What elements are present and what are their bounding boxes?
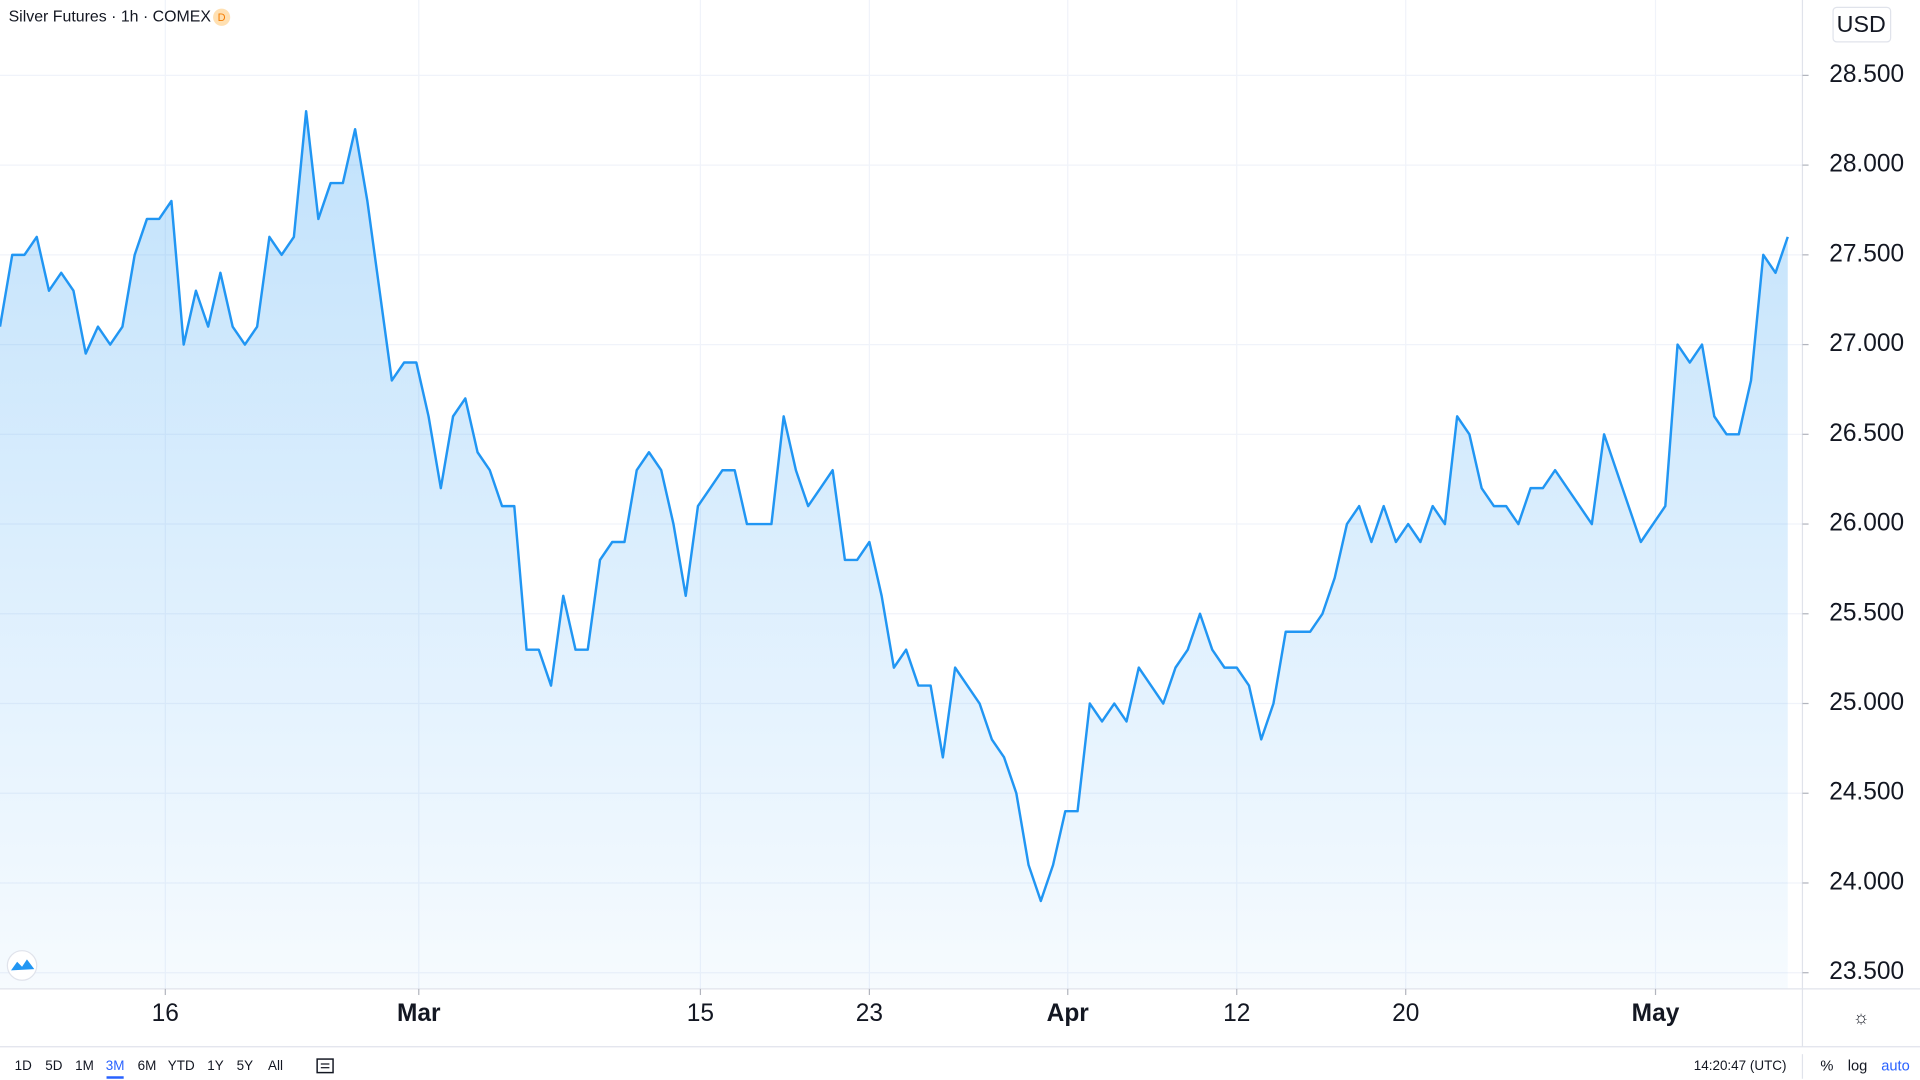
price-line — [0, 110, 1789, 903]
badge-circle — [213, 8, 231, 26]
y-tick-label: 24.500 — [1829, 779, 1904, 806]
range-button[interactable]: 6M — [138, 1058, 157, 1073]
settings-icon[interactable]: ☼ — [1853, 1006, 1870, 1027]
x-tick-label: 12 — [1223, 1000, 1250, 1027]
toolbar: 1D 5D 1M 3M 6M YTD 1Y 5Y All 14:20:47 (UTC)% log au… — [15, 1054, 1910, 1079]
x-tick-label: May — [1632, 1000, 1680, 1027]
x-tick-label: 20 — [1392, 1000, 1419, 1027]
y-tick-label: 25.000 — [1829, 689, 1904, 716]
logo — [6, 950, 38, 981]
range-button[interactable]: 1Y — [207, 1058, 223, 1073]
x-tick-label: 23 — [856, 1000, 883, 1027]
plot-area — [0, 110, 1789, 989]
range-button[interactable]: YTD — [168, 1058, 195, 1073]
y-tick-label: 24.000 — [1829, 868, 1904, 895]
y-tick-label: 26.500 — [1829, 420, 1904, 447]
range-button[interactable]: 1D — [15, 1058, 32, 1073]
y-tick-label: 27.000 — [1829, 330, 1904, 357]
range-button[interactable]: 3M — [106, 1058, 125, 1073]
x-tick-label: 15 — [687, 1000, 714, 1027]
x-tick-label: Mar — [397, 1000, 441, 1027]
y-tick-label: 28.500 — [1829, 61, 1904, 88]
range-button[interactable]: 5Y — [237, 1058, 253, 1073]
range-button[interactable]: 1M — [75, 1058, 94, 1073]
y-tick-label: 28.000 — [1829, 151, 1904, 178]
chart-title: Silver Futures · 1h · COMEX — [9, 8, 212, 25]
currency-box[interactable] — [1832, 6, 1892, 43]
y-tick-label: 25.500 — [1829, 599, 1904, 626]
y-tick-label: 26.000 — [1829, 509, 1904, 536]
area-fill — [0, 111, 1788, 989]
scale-option[interactable]: % — [1820, 1058, 1833, 1074]
scale-option[interactable]: log — [1848, 1058, 1868, 1074]
range-button[interactable]: All — [268, 1058, 283, 1073]
scale-option[interactable]: auto — [1881, 1058, 1910, 1074]
currency[interactable]: USD — [1837, 11, 1886, 37]
x-tick-label: 16 — [152, 1000, 179, 1027]
x-tick-label: Apr — [1047, 1000, 1090, 1027]
range-button[interactable]: 5D — [45, 1058, 62, 1073]
clock: 14:20:47 (UTC) — [1694, 1058, 1787, 1073]
y-tick-label: 23.500 — [1829, 958, 1904, 985]
axes: 23.500 24.000 24.500 25.000 25.500 26.000 26.5… — [152, 61, 1904, 1027]
date-range-icon[interactable] — [316, 1058, 334, 1074]
y-tick-label: 27.500 — [1829, 240, 1904, 267]
badge: D — [218, 12, 226, 24]
